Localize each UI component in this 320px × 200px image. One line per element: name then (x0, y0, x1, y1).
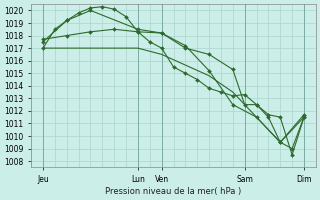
X-axis label: Pression niveau de la mer( hPa ): Pression niveau de la mer( hPa ) (105, 187, 242, 196)
